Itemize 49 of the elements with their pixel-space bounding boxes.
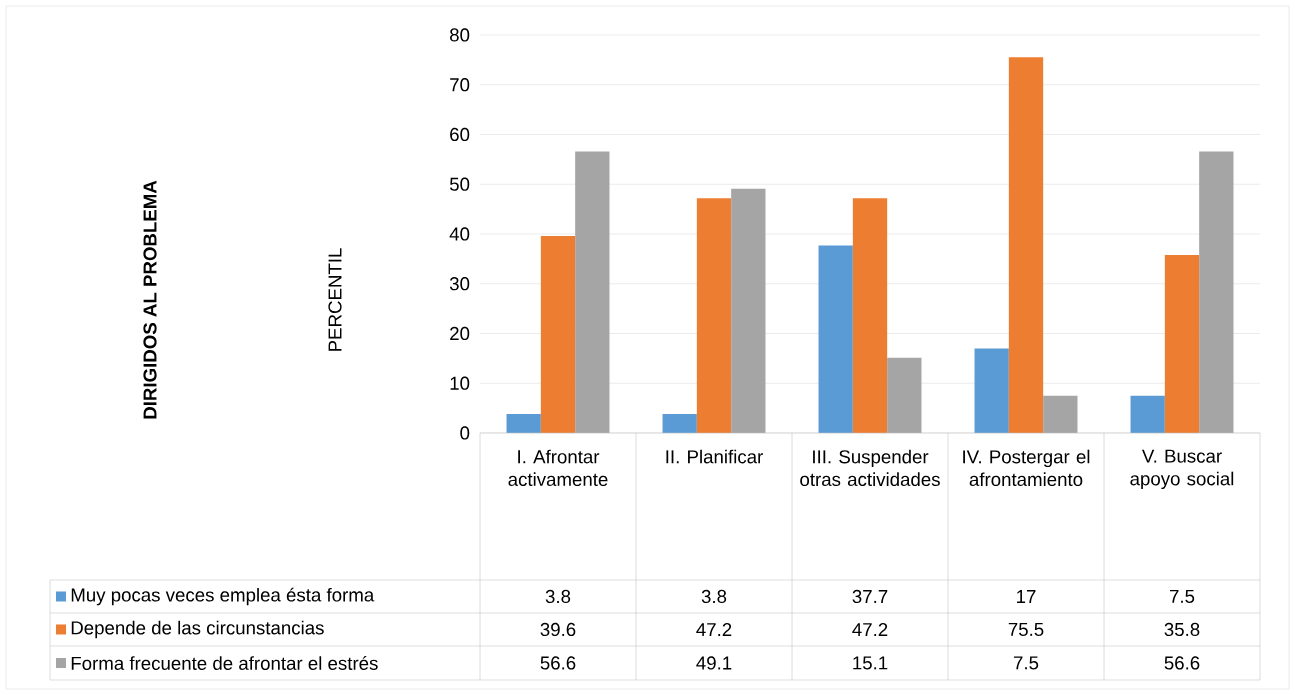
legend-label: Depende de las circunstancias — [71, 620, 324, 639]
data-label: 47.2 — [852, 622, 888, 637]
bar — [1130, 395, 1165, 433]
bar — [852, 198, 888, 433]
data-label: 49.1 — [696, 656, 732, 670]
bar — [818, 245, 853, 433]
y-tick-label: 80 — [450, 28, 470, 42]
y-tick-label: 20 — [450, 326, 470, 341]
bar — [1043, 395, 1078, 433]
data-label: 15.1 — [853, 656, 888, 670]
bar — [662, 414, 697, 433]
y-tick-label: 70 — [450, 78, 470, 92]
bar — [731, 188, 766, 433]
x-tick-label: I. Afrontar activamente — [508, 449, 608, 487]
data-label: 37.7 — [852, 589, 888, 604]
bar — [696, 198, 732, 433]
x-tick-label: V. Buscar apoyo social — [1130, 449, 1234, 490]
y-tick-label: 10 — [450, 376, 470, 390]
y-tick-label: 40 — [449, 227, 470, 241]
y-tick-label: 60 — [450, 127, 470, 142]
data-label: 3.8 — [701, 589, 727, 604]
bar — [1199, 151, 1234, 433]
data-label: 75.5 — [1008, 622, 1044, 637]
data-label: 56.6 — [540, 656, 576, 670]
x-tick-label: II. Planificar — [666, 449, 763, 464]
legend-label: Forma frecuente de afrontar el estrés — [71, 656, 378, 670]
data-label: 47.2 — [696, 622, 732, 637]
data-label: 56.6 — [1164, 656, 1200, 670]
legend-label: Muy pocas veces emplea ésta forma — [71, 587, 375, 606]
bar — [974, 348, 1009, 433]
bar — [887, 357, 922, 433]
x-tick-label: III. Suspender otras actividades — [800, 449, 940, 487]
bar — [540, 235, 576, 433]
data-label: 7.5 — [1013, 656, 1039, 670]
x-tick-label: IV. Postergar el afrontamiento — [963, 449, 1090, 487]
y-tick-label: 0 — [460, 426, 470, 440]
text: PERCENTIL — [328, 248, 342, 351]
y-tick-label: 50 — [449, 177, 470, 191]
data-label: 35.8 — [1164, 622, 1200, 637]
data-label: 3.8 — [545, 589, 571, 604]
data-label: 39.6 — [540, 622, 576, 637]
data-label: 17 — [1017, 590, 1036, 603]
text: DIRIGIDOS AL PROBLEMA — [143, 180, 157, 419]
y-tick-label: 30 — [449, 277, 470, 291]
bar — [506, 414, 541, 433]
bar — [575, 151, 610, 433]
data-label: 7.5 — [1169, 589, 1195, 603]
bar — [1164, 254, 1200, 433]
bar — [1008, 57, 1044, 433]
